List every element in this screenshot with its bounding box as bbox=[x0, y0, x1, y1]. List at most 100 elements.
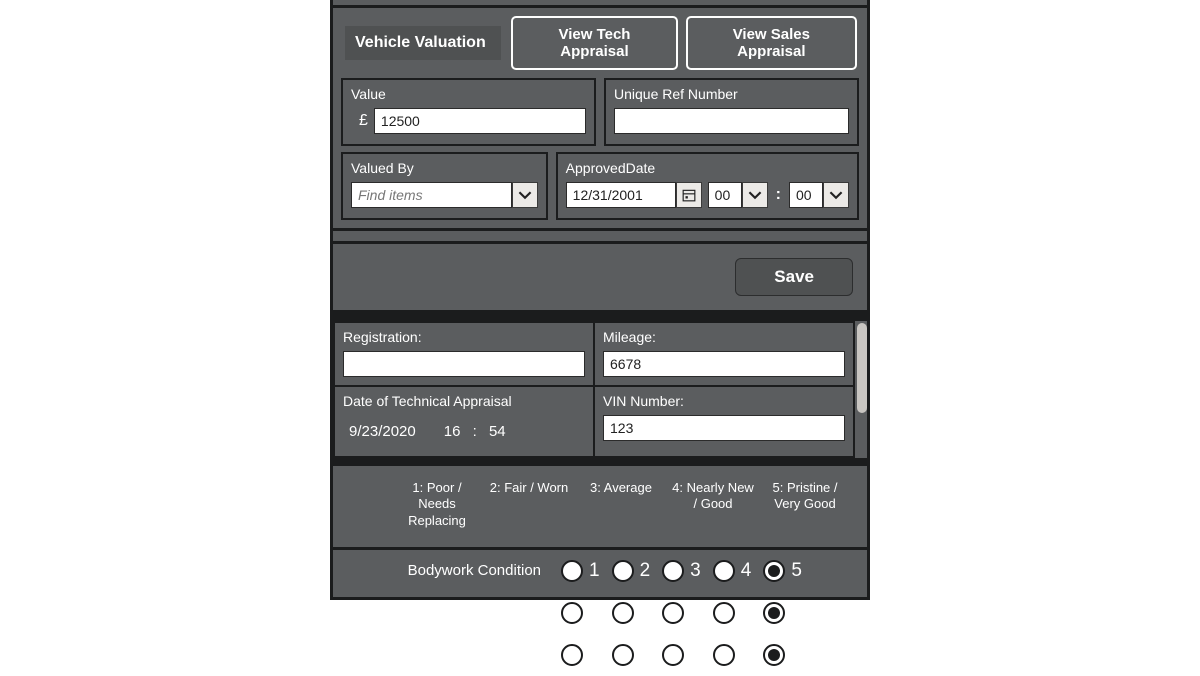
radio-icon bbox=[561, 602, 583, 624]
radio-icon bbox=[662, 560, 684, 582]
rating-option-1[interactable]: 1 bbox=[561, 602, 600, 624]
rating-legend: 1: Poor / Needs Replacing 2: Fair / Worn… bbox=[333, 466, 867, 550]
condition-radios: 1 2 3 4 5 bbox=[561, 644, 802, 666]
techdate-cell: Date of Technical Appraisal 9/23/2020 16… bbox=[333, 387, 593, 458]
legend-1: 1: Poor / Needs Replacing bbox=[393, 480, 481, 529]
currency-symbol: £ bbox=[351, 112, 368, 130]
registration-cell: Registration: bbox=[333, 321, 593, 387]
rating-option-1[interactable]: 1 bbox=[561, 644, 600, 666]
valuedby-field-box: Valued By bbox=[341, 152, 548, 220]
ref-label: Unique Ref Number bbox=[614, 86, 849, 102]
approved-field-box: ApprovedDate : bbox=[556, 152, 859, 220]
approved-minute-input[interactable] bbox=[789, 182, 823, 208]
radio-icon bbox=[662, 602, 684, 624]
radio-icon bbox=[612, 644, 634, 666]
chevron-down-icon bbox=[518, 188, 532, 202]
radio-icon bbox=[713, 602, 735, 624]
radio-icon bbox=[763, 644, 785, 666]
mileage-cell: Mileage: bbox=[593, 321, 855, 387]
value-input[interactable] bbox=[374, 108, 586, 134]
rating-number: 1 bbox=[589, 602, 600, 624]
rating-number: 4 bbox=[741, 644, 752, 666]
rating-option-5[interactable]: 5 bbox=[763, 602, 802, 624]
condition-radios: 1 2 3 4 5 bbox=[561, 602, 802, 624]
top-divider bbox=[333, 0, 867, 8]
legend-4: 4: Nearly New / Good bbox=[669, 480, 757, 529]
rating-number: 3 bbox=[690, 644, 701, 666]
rating-option-5[interactable]: 5 bbox=[763, 560, 802, 582]
rating-number: 3 bbox=[690, 560, 701, 582]
valuation-panel: Vehicle Valuation View Tech Appraisal Vi… bbox=[330, 0, 870, 600]
approved-label: ApprovedDate bbox=[566, 160, 849, 176]
rating-number: 4 bbox=[741, 602, 752, 624]
value-label: Value bbox=[351, 86, 586, 102]
rating-option-3[interactable]: 3 bbox=[662, 644, 701, 666]
radio-icon bbox=[763, 560, 785, 582]
condition-label: Front Tyre Condition bbox=[333, 646, 553, 663]
techdate-hour: 16 bbox=[444, 423, 461, 440]
radio-icon bbox=[612, 560, 634, 582]
scrollbar-thumb[interactable] bbox=[857, 323, 867, 413]
vin-label: VIN Number: bbox=[603, 393, 845, 409]
radio-icon bbox=[763, 602, 785, 624]
view-sales-appraisal-button[interactable]: View Sales Appraisal bbox=[686, 16, 857, 70]
rating-number: 2 bbox=[640, 560, 651, 582]
panel-title: Vehicle Valuation bbox=[343, 24, 503, 62]
rating-option-2[interactable]: 2 bbox=[612, 602, 651, 624]
rating-option-4[interactable]: 4 bbox=[713, 602, 752, 624]
ref-field-box: Unique Ref Number bbox=[604, 78, 859, 146]
rating-option-3[interactable]: 3 bbox=[662, 602, 701, 624]
approved-hour-dropdown[interactable] bbox=[742, 182, 768, 208]
registration-label: Registration: bbox=[343, 329, 585, 345]
rating-number: 2 bbox=[640, 644, 651, 666]
rating-number: 5 bbox=[791, 644, 802, 666]
rating-number: 5 bbox=[791, 560, 802, 582]
calendar-icon bbox=[682, 188, 696, 202]
mileage-input[interactable] bbox=[603, 351, 845, 377]
save-row: Save bbox=[333, 244, 867, 313]
save-button[interactable]: Save bbox=[735, 258, 853, 296]
rating-number: 5 bbox=[791, 602, 802, 624]
divider bbox=[333, 228, 867, 244]
rating-option-5[interactable]: 5 bbox=[763, 644, 802, 666]
divider bbox=[333, 458, 867, 466]
rating-option-4[interactable]: 4 bbox=[713, 560, 752, 582]
valuedby-input[interactable] bbox=[351, 182, 512, 208]
approved-minute-dropdown[interactable] bbox=[823, 182, 849, 208]
radio-icon bbox=[561, 560, 583, 582]
rating-number: 2 bbox=[640, 602, 651, 624]
registration-input[interactable] bbox=[343, 351, 585, 377]
rating-number: 1 bbox=[589, 644, 600, 666]
chevron-down-icon bbox=[829, 188, 843, 202]
condition-label: Bodywork Condition bbox=[333, 562, 553, 579]
time-colon: : bbox=[465, 423, 485, 440]
radio-icon bbox=[713, 644, 735, 666]
rating-option-4[interactable]: 4 bbox=[713, 644, 752, 666]
rating-number: 1 bbox=[589, 560, 600, 582]
techdate-date: 9/23/2020 bbox=[349, 423, 416, 440]
valuedby-dropdown-icon[interactable] bbox=[512, 182, 538, 208]
radio-icon bbox=[612, 602, 634, 624]
vin-input[interactable] bbox=[603, 415, 845, 441]
mileage-label: Mileage: bbox=[603, 329, 845, 345]
legend-2: 2: Fair / Worn bbox=[485, 480, 573, 529]
view-tech-appraisal-button[interactable]: View Tech Appraisal bbox=[511, 16, 677, 70]
condition-label: Paintwork Condition bbox=[333, 604, 553, 621]
ref-input[interactable] bbox=[614, 108, 849, 134]
techdate-minute: 54 bbox=[489, 423, 506, 440]
approved-hour-input[interactable] bbox=[708, 182, 742, 208]
approved-date-picker-button[interactable] bbox=[676, 182, 702, 208]
conditions-list: Bodywork Condition12345Paintwork Conditi… bbox=[333, 550, 867, 676]
rating-option-2[interactable]: 2 bbox=[612, 644, 651, 666]
rating-number: 4 bbox=[741, 560, 752, 582]
rating-number: 3 bbox=[690, 602, 701, 624]
radio-icon bbox=[662, 644, 684, 666]
rating-option-3[interactable]: 3 bbox=[662, 560, 701, 582]
approved-date-input[interactable] bbox=[566, 182, 676, 208]
legend-5: 5: Pristine / Very Good bbox=[761, 480, 849, 529]
rating-option-2[interactable]: 2 bbox=[612, 560, 651, 582]
time-separator: : bbox=[776, 186, 781, 204]
condition-row: Paintwork Condition 1 2 3 4 5 bbox=[333, 592, 867, 634]
rating-option-1[interactable]: 1 bbox=[561, 560, 600, 582]
header-row: Vehicle Valuation View Tech Appraisal Vi… bbox=[333, 8, 867, 78]
